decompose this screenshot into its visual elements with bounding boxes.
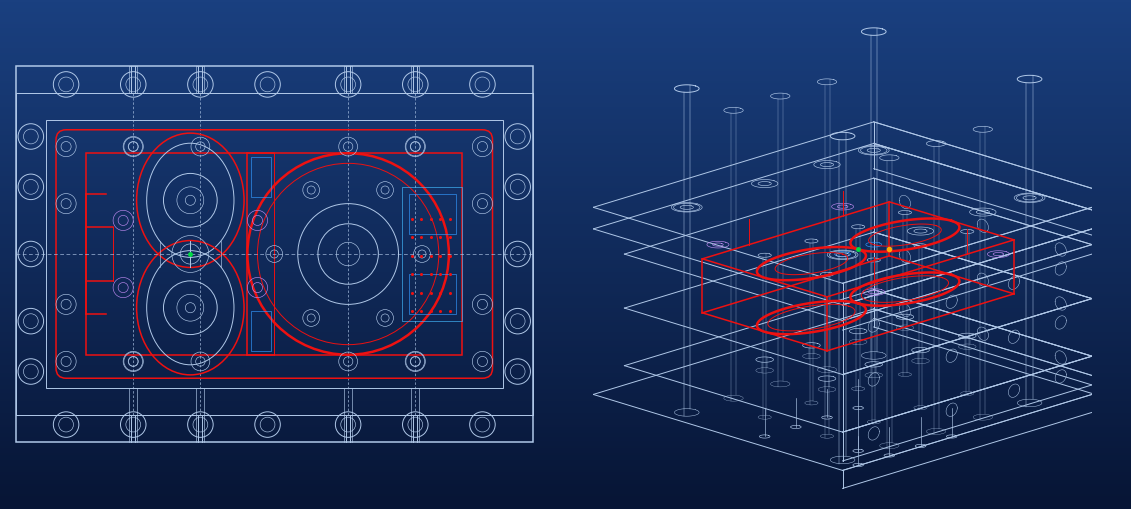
Bar <box>86 154 463 355</box>
Bar <box>46 121 502 388</box>
Bar <box>408 275 456 315</box>
Bar <box>16 94 533 415</box>
Bar <box>251 312 271 352</box>
Bar <box>251 157 271 197</box>
Bar <box>402 187 463 322</box>
Bar <box>408 194 456 234</box>
